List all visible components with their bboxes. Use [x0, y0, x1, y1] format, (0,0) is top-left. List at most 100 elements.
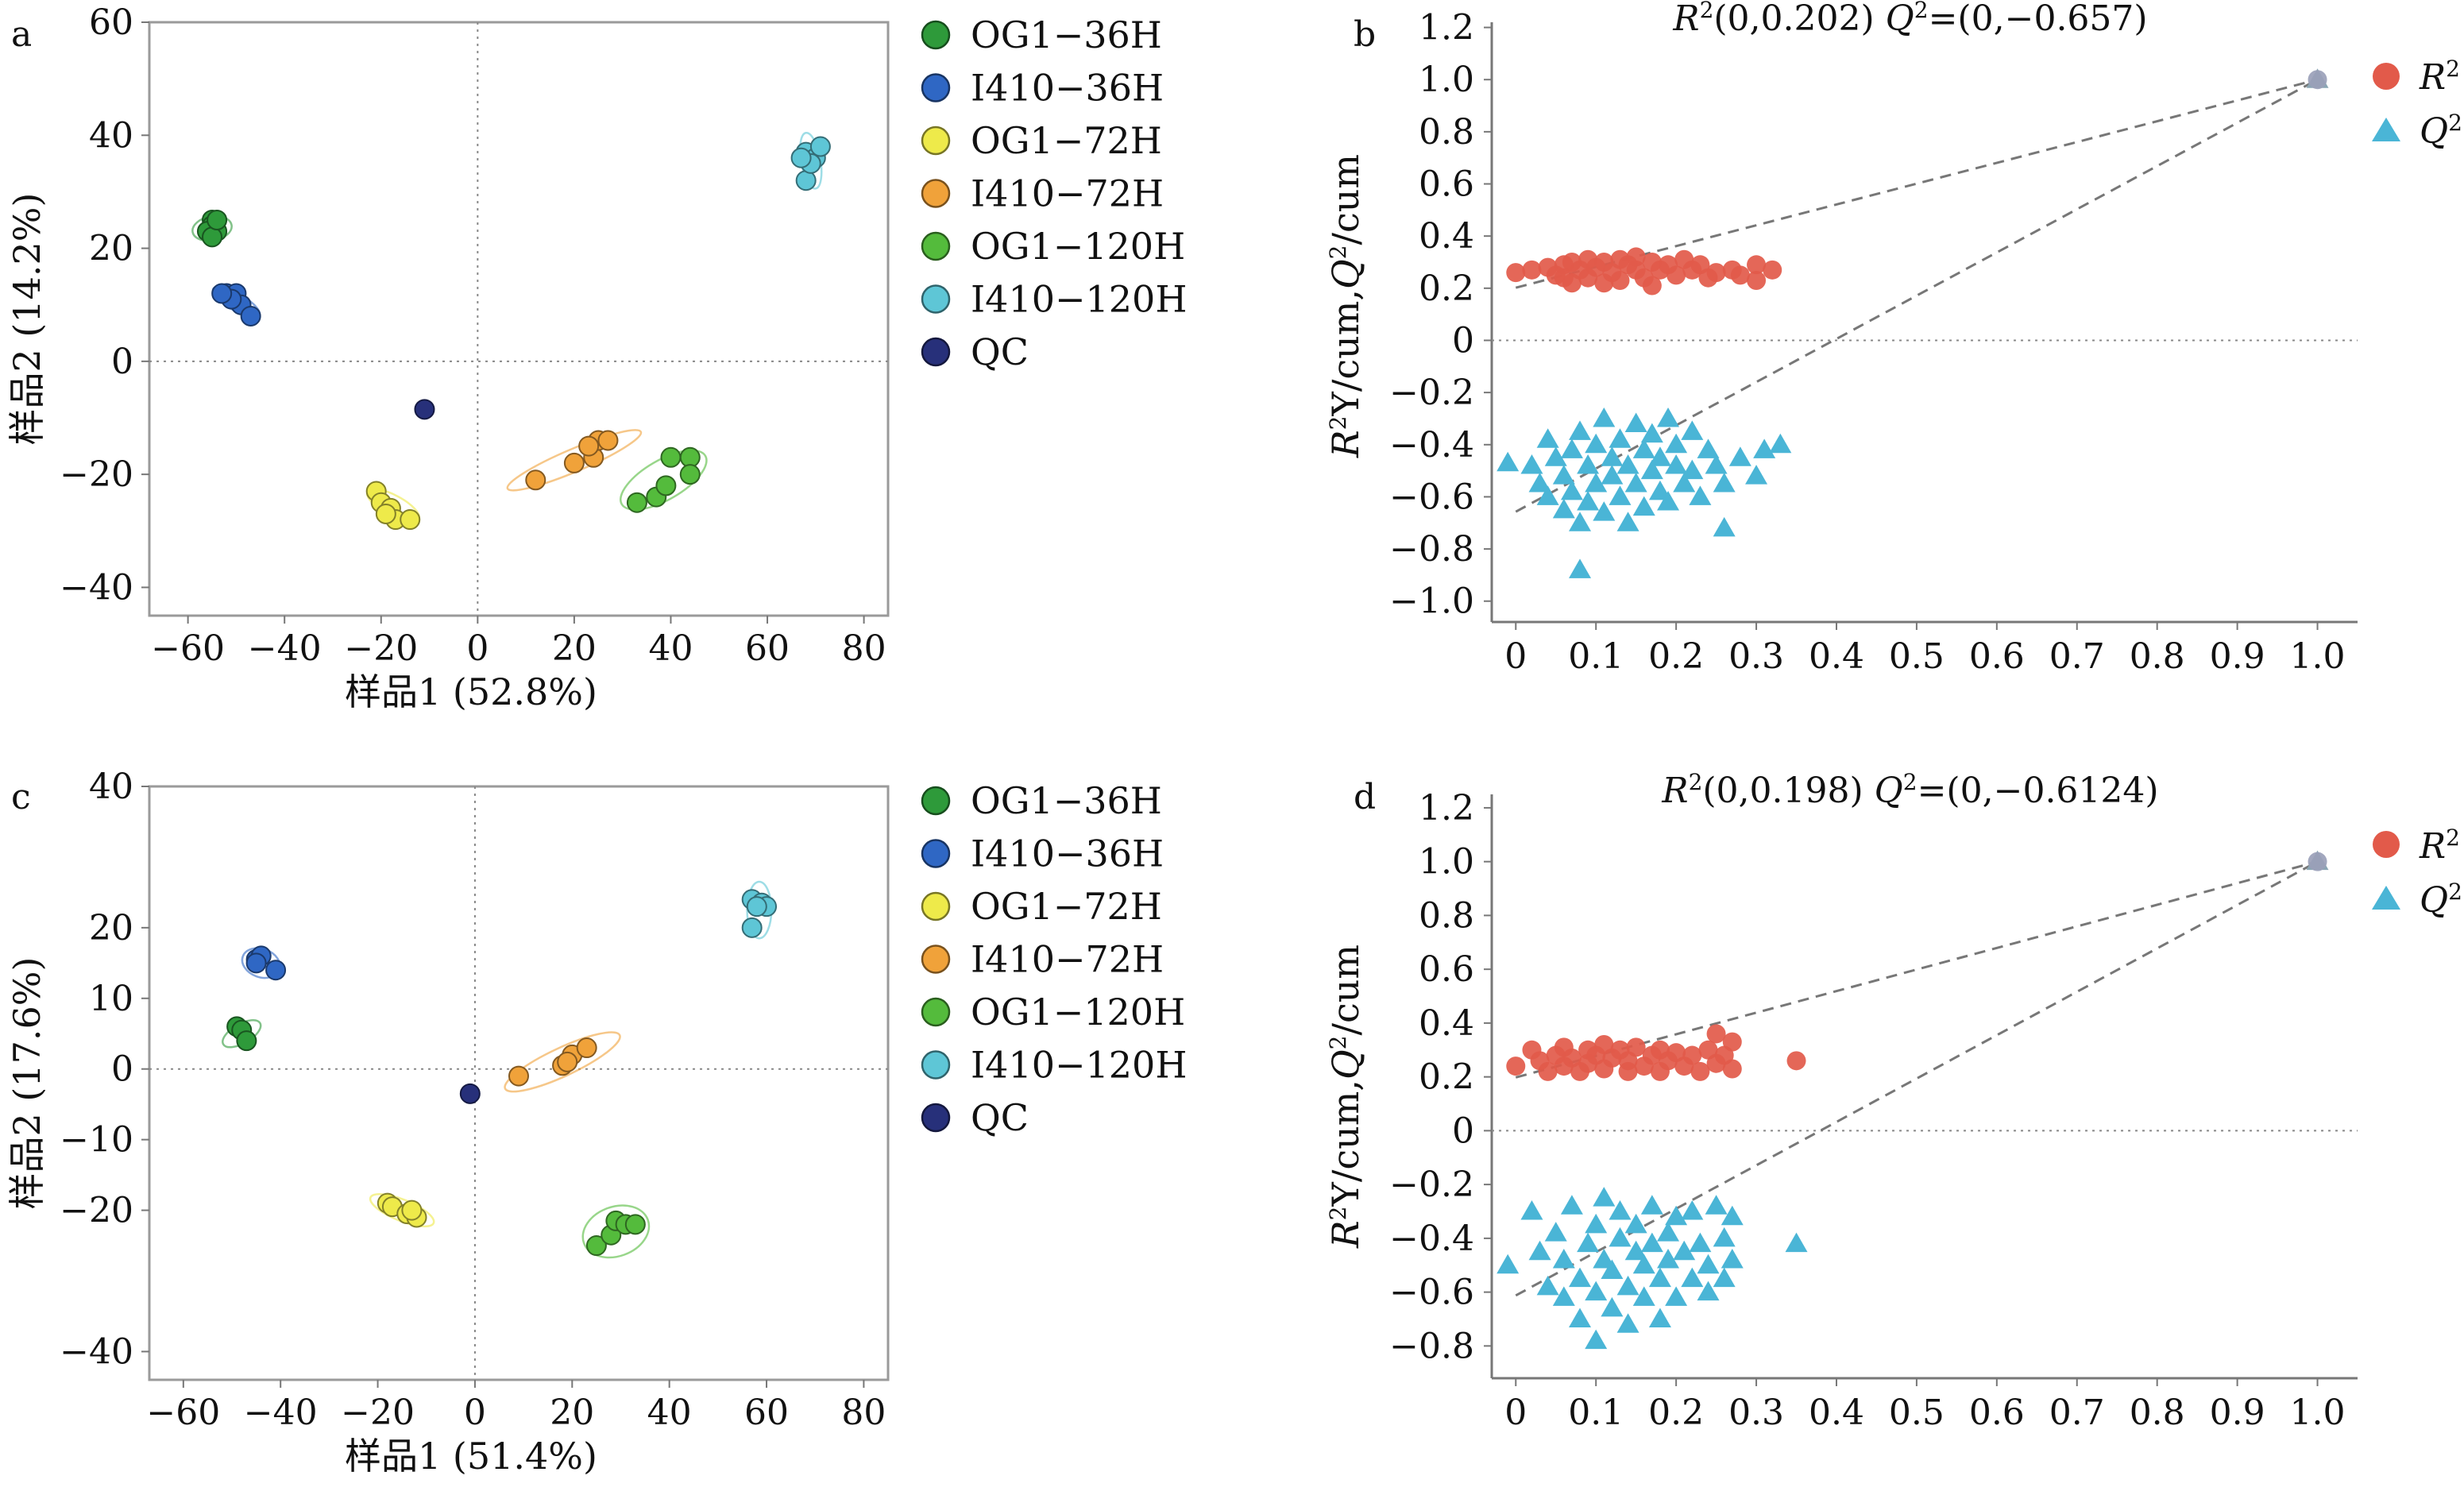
chart-d-q2-point: [1665, 1205, 1688, 1226]
chart-b-q2-point: [1552, 465, 1575, 485]
chart-a-point: [240, 305, 261, 326]
chart-b-q2-point: [1624, 412, 1647, 433]
chart-a-legend-label: OG1−120H: [971, 225, 1185, 268]
chart-b-q2-point: [1569, 420, 1592, 440]
chart-d-ytick-label: −0.6: [1389, 1273, 1474, 1313]
chart-d-ylabel-b: Y/cum,: [1324, 1080, 1367, 1207]
chart-d-title-r-val: (0,0.198): [1702, 771, 1874, 811]
chart-c-frame: [148, 785, 890, 1381]
chart-d-xtick-label: 0.8: [2130, 1393, 2185, 1433]
chart-c-legend-label: OG1−36H: [971, 779, 1162, 822]
chart-d-r2-point: [1722, 1059, 1742, 1079]
chart-a-legend-label: I410−72H: [971, 172, 1164, 215]
chart-c-ytick-label: 40: [89, 767, 133, 807]
chart-b-xtick-label: 0.6: [1969, 636, 2025, 677]
chart-a-legend-marker: [921, 231, 951, 261]
chart-a-legend-label: OG1−36H: [971, 14, 1162, 56]
chart-c-xlabel: 样品1 (51.4%): [345, 1435, 597, 1478]
chart-c-xtick-label: 60: [744, 1393, 789, 1433]
chart-b-q2-point: [1657, 407, 1680, 427]
chart-d-title: R2(0,0.198) Q2=(0,−0.6124): [1661, 769, 2158, 812]
chart-b-q2-point: [1544, 446, 1567, 466]
chart-d-ytick-label: 1.0: [1419, 842, 1474, 883]
chart-c-point: [236, 1030, 257, 1052]
chart-d-q2-point: [1648, 1308, 1671, 1327]
chart-b-q2-point: [1577, 454, 1600, 474]
chart-c-legend-marker: [921, 997, 951, 1027]
chart-b-q2-point: [1569, 512, 1592, 531]
chart-d-q2-point: [1681, 1267, 1704, 1288]
chart-b-q2-point: [1560, 480, 1583, 500]
chart-b-q2-point: [1713, 473, 1736, 493]
chart-b-q2-point: [1705, 454, 1728, 474]
chart-b-xtick-label: 0.2: [1648, 636, 1704, 677]
chart-d-ylabel-c: Q: [1324, 1049, 1367, 1080]
chart-a-point: [809, 136, 831, 157]
chart-b-legend: R2 Q2: [2372, 56, 2462, 152]
chart-d-q2-point: [1721, 1205, 1744, 1226]
chart-b-q2-point: [1536, 428, 1559, 448]
chart-d-xtick-label: 0.4: [1809, 1393, 1864, 1433]
chart-d-title-q: Q: [1875, 771, 1903, 811]
chart-c-legend-marker: [921, 945, 951, 974]
chart-d-q2-point: [1705, 1195, 1728, 1215]
chart-d-title-q-val: =(0,−0.6124): [1918, 771, 2159, 811]
chart-d-q2-point: [1624, 1213, 1647, 1234]
chart-a-point: [795, 170, 817, 191]
chart-b-q2-point: [1632, 438, 1655, 458]
chart-b-q2-point: [1536, 485, 1559, 505]
chart-b-q2-point: [1520, 454, 1543, 474]
chart-d: 1.2 1.0 0.8 0.6 0.4 0.2 0 −0.2 −0.4 −0.6 −0.8 0 0.1 0…: [1389, 788, 2358, 1433]
chart-c-legend-label: I410−36H: [971, 832, 1164, 875]
chart-d-r2-point: [2308, 852, 2327, 871]
chart-d-legend-r2-sup: 2: [2446, 825, 2460, 851]
chart-b-q2-point: [1689, 485, 1712, 505]
chart-b: 1.2 1.0 0.8 0.6 0.4 0.2 0 −0.2 −0.4 −0.6 −0.8 −1.0 0…: [1389, 8, 2358, 677]
chart-d-q2-point: [1609, 1200, 1632, 1220]
chart-b-q2-point: [1713, 516, 1736, 537]
chart-b-q2-point: [1728, 446, 1751, 466]
chart-b-xtick-label: 0: [1504, 636, 1527, 677]
chart-a-point: [211, 283, 233, 304]
chart-b-ytick-label: −0.8: [1389, 529, 1474, 570]
chart-d-legend-r2-text: R: [2419, 826, 2446, 867]
chart-c-ytick-label: 10: [89, 979, 133, 1019]
chart-d-ylabel-a: R: [1324, 1220, 1367, 1249]
chart-d-ylabel-a-sup: 2: [1325, 1207, 1351, 1221]
chart-b-legend-q2-marker: [2372, 118, 2400, 141]
chart-a-point: [626, 492, 647, 513]
chart-d-legend-q2-sup: 2: [2448, 879, 2462, 905]
chart-d-q2-point: [1569, 1267, 1592, 1288]
chart-b-q2-point: [1593, 407, 1616, 427]
chart-b-r2-point: [1642, 276, 1662, 296]
chart-b-ylabel: R2Y/cum,Q2/cum: [1324, 154, 1367, 458]
chart-d-ytick-label: −0.8: [1389, 1326, 1474, 1366]
chart-b-r2-point: [1506, 263, 1526, 283]
chart-c-point: [741, 917, 763, 938]
chart-c-point: [585, 1235, 607, 1257]
chart-b-r2-point: [1522, 260, 1542, 280]
chart-d-r2-point: [1690, 1061, 1710, 1081]
chart-b-title-q-sup: 2: [1914, 0, 1929, 23]
chart-d-r2-point: [1786, 1051, 1806, 1071]
chart-c-point: [624, 1214, 646, 1235]
chart-d-xtick-label: 0.5: [1889, 1393, 1945, 1433]
chart-d-q2-point: [1697, 1281, 1720, 1301]
chart-a-frame: [148, 21, 890, 617]
chart-b-title-r-val: (0,0.202): [1713, 0, 1885, 39]
chart-b-ytick-label: −0.2: [1389, 373, 1474, 413]
chart-d-xtick-label: 0.9: [2210, 1393, 2265, 1433]
chart-d-r2-point: [1506, 1057, 1526, 1076]
chart-d-q2-point: [1528, 1240, 1551, 1261]
chart-a-ytick-label: 20: [89, 229, 133, 269]
chart-b-ytick-label: 1.2: [1419, 8, 1474, 48]
chart-a-ytick-label: 40: [89, 115, 133, 156]
chart-b-r2-point: [2308, 70, 2327, 90]
chart-b-q2-point: [1528, 473, 1551, 493]
chart-d-q2-point: [1536, 1275, 1559, 1296]
chart-a: −60 −40 −20 0 20 40 60 80 −40 −20 0 20 40 60 样品1 (52.8…: [6, 2, 1187, 713]
chart-b-xtick-label: 0.5: [1889, 636, 1945, 677]
chart-d-xtick-label: 0: [1504, 1393, 1527, 1433]
chart-d-q2-point: [1560, 1195, 1583, 1215]
chart-c: −60 −40 −20 0 20 40 60 80 −40 −20 −10 0 10 20 40 样品1 (5…: [6, 767, 1187, 1478]
